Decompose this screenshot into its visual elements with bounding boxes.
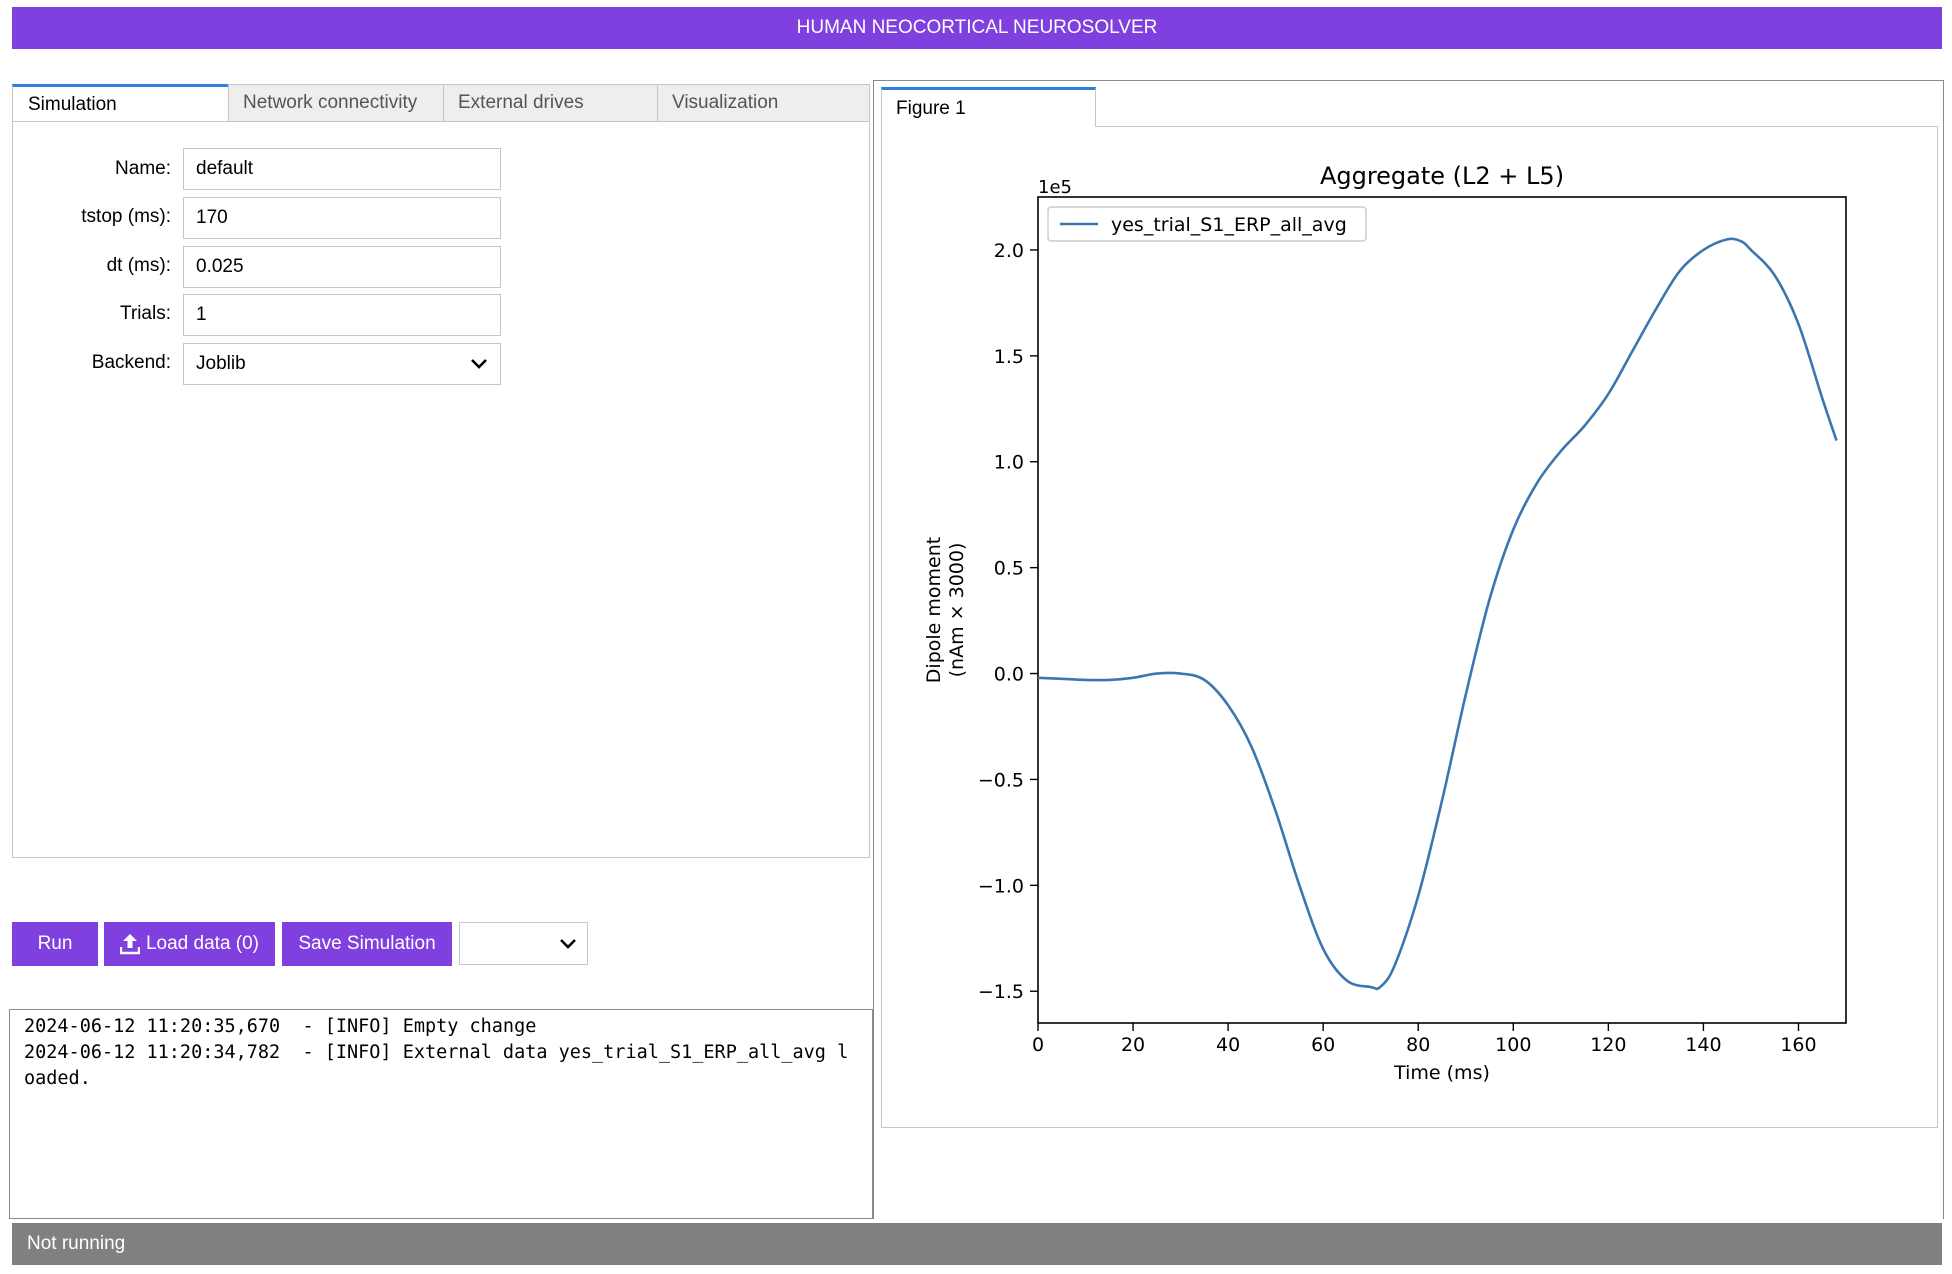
app-title: HUMAN NEOCORTICAL NEUROSOLVER xyxy=(796,17,1158,38)
simulation-panel: Name: default tstop (ms): 170 dt (ms): 0… xyxy=(12,121,870,858)
status-text: Not running xyxy=(27,1233,126,1254)
figure-panel: 0 20 40 60 80 100 120 140 160 −1.5 −1.0 −0.5 0.0 0.5 1… xyxy=(881,126,1938,1128)
log-line: 2024-06-12 11:20:35,670 - [INFO] Empty c… xyxy=(24,1016,537,1037)
x-tick-label: 140 xyxy=(1685,1034,1721,1056)
dt-input[interactable]: 0.025 xyxy=(183,246,501,288)
y-tick-label: 0.5 xyxy=(994,558,1024,580)
chart-svg: 0 20 40 60 80 100 120 140 160 −1.5 −1.0 −0.5 0.0 0.5 1… xyxy=(923,162,1847,1084)
figure-area xyxy=(873,80,1944,1219)
tab-network-connectivity[interactable]: Network connectivity xyxy=(228,84,444,122)
plot-frame xyxy=(1037,196,1847,1024)
x-tick-label: 160 xyxy=(1780,1034,1816,1056)
dt-label: dt (ms): xyxy=(106,255,171,276)
y-tick-label: 2.0 xyxy=(994,240,1024,262)
tab-label: Network connectivity xyxy=(243,92,418,113)
dipole-chart: 0 20 40 60 80 100 120 140 160 −1.5 −1.0 −0.5 0.0 0.5 1… xyxy=(882,127,1937,1132)
left-tab-bar: Simulation Network connectivity External… xyxy=(12,84,870,122)
y-tick-label: 0.0 xyxy=(994,664,1024,686)
x-tick-label: 120 xyxy=(1590,1034,1626,1056)
backend-select[interactable]: Joblib xyxy=(183,343,501,385)
app-header: HUMAN NEOCORTICAL NEUROSOLVER xyxy=(12,7,1942,49)
backend-label: Backend: xyxy=(91,352,171,373)
x-tick-label: 40 xyxy=(1216,1034,1240,1056)
x-tick-label: 0 xyxy=(1032,1034,1044,1056)
y-tick-label: 1.5 xyxy=(994,346,1024,368)
name-label: Name: xyxy=(115,158,171,179)
tab-label: Visualization xyxy=(672,92,779,113)
tab-divider xyxy=(882,125,1095,128)
upload-icon xyxy=(119,934,140,955)
tab-label: Simulation xyxy=(28,93,117,115)
log-line: 2024-06-12 11:20:34,782 - [INFO] Externa… xyxy=(24,1042,849,1089)
load-data-button[interactable]: Load data (0) xyxy=(104,922,275,966)
tab-external-drives[interactable]: External drives xyxy=(443,84,658,122)
status-bar: Not running xyxy=(12,1223,1942,1265)
chart-title: Aggregate (L2 + L5) xyxy=(1320,162,1564,190)
tab-label: External drives xyxy=(458,92,584,113)
tstop-value: 170 xyxy=(196,207,228,228)
y-offset-label: 1e5 xyxy=(1038,177,1072,198)
chevron-down-icon xyxy=(471,359,487,369)
y-axis-label: Dipole moment xyxy=(923,537,945,683)
x-tick-label: 60 xyxy=(1311,1034,1335,1056)
legend-box xyxy=(1047,206,1367,242)
legend-label: yes_trial_S1_ERP_all_avg xyxy=(1111,214,1347,236)
name-input[interactable]: default xyxy=(183,148,501,190)
tab-label: Figure 1 xyxy=(896,97,966,119)
tstop-label: tstop (ms): xyxy=(81,206,171,227)
x-tick-label: 20 xyxy=(1121,1034,1145,1056)
x-tick-label: 80 xyxy=(1406,1034,1430,1056)
trials-value: 1 xyxy=(196,304,207,325)
series-line xyxy=(1037,237,1838,991)
x-axis-label: Time (ms) xyxy=(1393,1062,1490,1084)
chevron-down-icon xyxy=(560,939,576,949)
y-axis-label-units: (nAm × 3000) xyxy=(946,543,968,678)
dt-value: 0.025 xyxy=(196,256,244,277)
trials-label: Trials: xyxy=(119,303,171,324)
tab-figure-1[interactable]: Figure 1 xyxy=(881,87,1096,127)
x-tick-label: 100 xyxy=(1495,1034,1531,1056)
run-button[interactable]: Run xyxy=(12,922,98,966)
y-tick-label: −1.0 xyxy=(978,875,1024,897)
y-tick-label: −0.5 xyxy=(978,769,1024,791)
save-simulation-button[interactable]: Save Simulation xyxy=(282,922,452,966)
y-tick-label: −1.5 xyxy=(978,981,1024,1003)
run-label: Run xyxy=(37,933,73,954)
simulation-select[interactable] xyxy=(459,922,588,965)
name-value: default xyxy=(196,158,254,179)
tab-simulation[interactable]: Simulation xyxy=(12,84,229,122)
tab-visualization[interactable]: Visualization xyxy=(657,84,870,122)
backend-value: Joblib xyxy=(196,353,246,374)
tstop-input[interactable]: 170 xyxy=(183,197,501,239)
trials-input[interactable]: 1 xyxy=(183,294,501,336)
save-simulation-label: Save Simulation xyxy=(298,933,436,954)
load-data-label: Load data (0) xyxy=(145,933,260,954)
log-output[interactable]: 2024-06-12 11:20:35,670 - [INFO] Empty c… xyxy=(9,1009,873,1219)
y-tick-label: 1.0 xyxy=(994,452,1024,474)
